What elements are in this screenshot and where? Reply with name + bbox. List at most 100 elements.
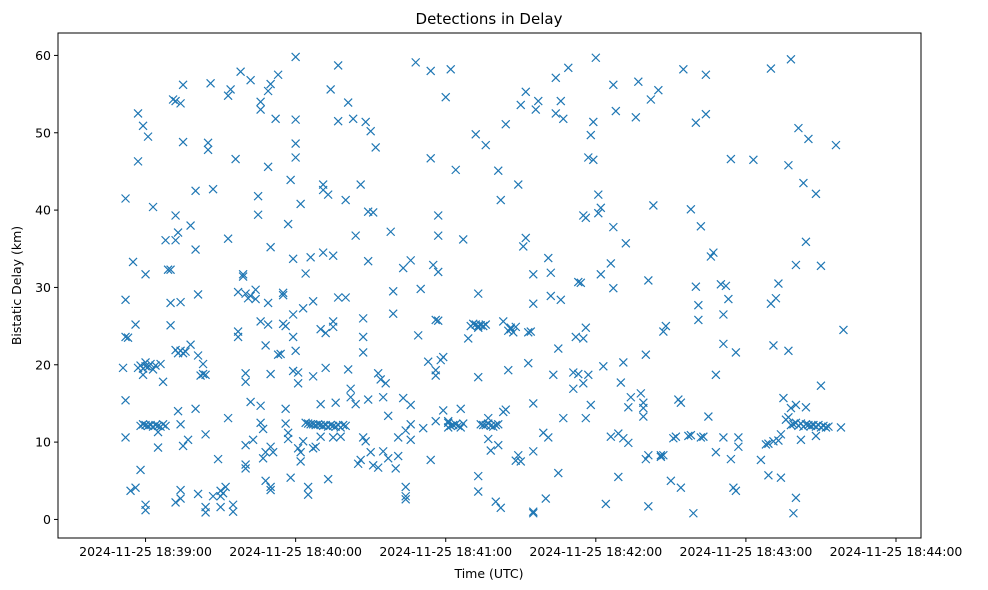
data-point [293,443,303,453]
data-point [186,340,196,350]
data-point [671,432,681,442]
data-point [241,368,251,378]
data-point [361,436,371,446]
data-point [516,100,526,110]
data-point [771,293,781,303]
data-point [331,398,341,408]
data-point [301,269,311,278]
data-point [643,276,653,285]
data-point [731,347,741,357]
data-point [723,294,733,304]
data-point [778,393,788,403]
data-point [316,399,326,409]
data-point [588,155,598,165]
data-point [341,195,351,205]
y-tick-label: 30 [35,280,51,295]
data-point [468,319,478,329]
data-point [361,117,371,127]
data-point [443,416,453,426]
data-point [533,96,543,106]
data-point [153,443,163,452]
data-point [373,368,383,378]
data-point [333,116,343,126]
data-point [451,419,461,429]
data-point [478,420,488,430]
data-point [346,384,356,394]
data-point [141,358,150,367]
data-point [301,418,311,428]
data-point [201,370,211,380]
data-point [543,433,553,442]
data-point [156,359,165,369]
data-point [496,503,506,513]
data-point [556,96,566,106]
data-point [676,398,686,408]
data-point [696,433,706,442]
data-point [658,327,668,336]
data-point [256,418,266,428]
data-point [256,97,266,107]
data-point [343,364,353,374]
data-point [458,235,468,244]
data-point [138,419,148,429]
data-point [296,199,306,209]
x-tick-label: 2024-11-25 18:41:00 [379,544,512,559]
data-point [371,143,381,152]
data-point [358,433,368,442]
data-point [458,419,468,428]
data-point [283,428,293,438]
data-point [201,429,211,439]
data-point [528,299,538,309]
data-point [251,285,261,295]
data-point [126,486,135,496]
data-point [618,358,628,367]
data-point [296,447,306,457]
data-point [786,403,796,413]
data-point [191,186,201,196]
data-point [406,400,416,410]
data-point [511,322,521,332]
data-point [636,388,646,398]
data-point [791,260,801,270]
data-point [528,446,538,456]
data-point [121,194,130,203]
data-point [416,284,426,294]
data-point [366,447,376,457]
data-point [501,119,511,129]
data-point [678,64,688,74]
data-point [431,371,441,381]
data-point [701,70,711,80]
data-point [581,213,591,223]
data-point [578,334,588,343]
data-point [171,235,180,245]
data-point [711,447,721,457]
y-tick-label: 60 [35,48,51,63]
data-point [773,279,783,288]
data-point [321,328,331,338]
data-point [181,347,190,357]
data-point [323,474,333,484]
data-point [248,435,258,445]
data-point [483,434,493,444]
data-point [151,420,160,430]
data-point [258,424,268,434]
data-point [321,363,331,373]
data-point [796,435,806,445]
data-point [333,293,343,302]
data-point [638,412,648,422]
data-point [166,298,175,308]
data-point [383,453,393,463]
data-point [386,227,396,237]
data-point [141,505,150,515]
data-point [658,450,668,460]
data-point [393,433,403,442]
data-point [333,61,343,70]
data-point [161,421,170,431]
data-point [556,295,566,305]
data-point [318,248,328,258]
data-point [553,344,563,353]
data-point [293,378,303,388]
data-point [298,436,308,446]
data-point [293,368,303,377]
